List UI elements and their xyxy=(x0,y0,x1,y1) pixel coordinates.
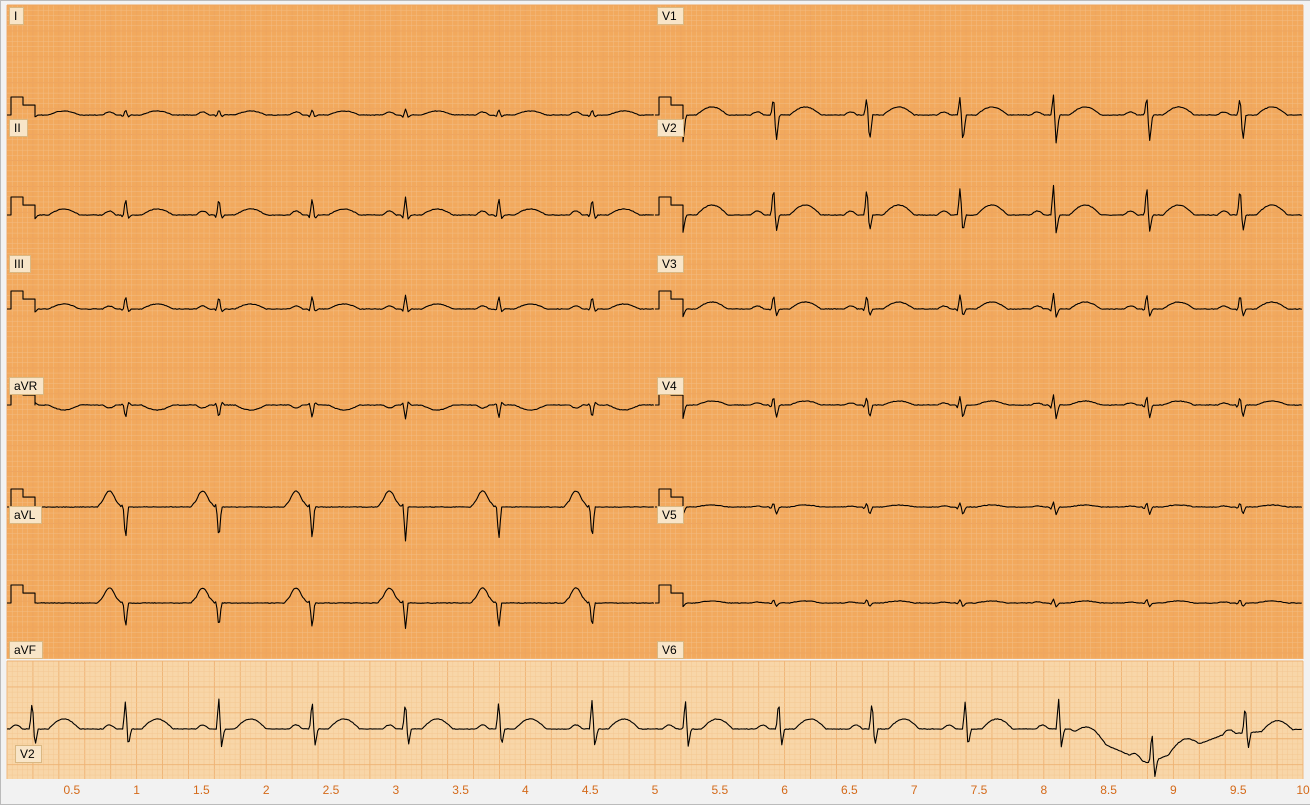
x-tick: 9 xyxy=(1170,783,1177,797)
x-tick: 1 xyxy=(133,783,140,797)
x-tick: 3 xyxy=(392,783,399,797)
lead-label-V6: V6 xyxy=(657,641,684,659)
x-tick: 3.5 xyxy=(452,783,469,797)
x-tick: 7.5 xyxy=(971,783,988,797)
ecg-chart: I V1 II V2 III V3 aVR V4 aVL V5 aVF V6 V2 0.5 1 1.5 2 2.… xyxy=(0,0,1310,805)
x-tick: 8.5 xyxy=(1100,783,1117,797)
x-tick: 0.5 xyxy=(63,783,80,797)
ecg-svg xyxy=(1,1,1310,804)
x-tick: 4.5 xyxy=(582,783,599,797)
x-tick: 7 xyxy=(911,783,918,797)
x-tick: 10 xyxy=(1296,783,1309,797)
x-tick: 5 xyxy=(652,783,659,797)
lead-label-I: I xyxy=(9,7,24,25)
x-tick: 2 xyxy=(263,783,270,797)
lead-label-rhythm-V2: V2 xyxy=(15,745,42,763)
lead-label-V3: V3 xyxy=(657,255,684,273)
lead-label-aVL: aVL xyxy=(9,506,42,524)
x-tick: 8 xyxy=(1040,783,1047,797)
lead-label-aVF: aVF xyxy=(9,641,43,659)
lead-label-III: III xyxy=(9,255,31,273)
x-tick: 9.5 xyxy=(1230,783,1247,797)
lead-label-V5: V5 xyxy=(657,506,684,524)
x-tick: 4 xyxy=(522,783,529,797)
x-tick: 2.5 xyxy=(323,783,340,797)
lead-label-V4: V4 xyxy=(657,377,684,395)
x-tick: 6.5 xyxy=(841,783,858,797)
lead-label-V1: V1 xyxy=(657,7,684,25)
lead-label-V2: V2 xyxy=(657,119,684,137)
x-tick: 5.5 xyxy=(711,783,728,797)
lead-label-II: II xyxy=(9,119,28,137)
x-tick: 6 xyxy=(781,783,788,797)
x-tick: 1.5 xyxy=(193,783,210,797)
lead-label-aVR: aVR xyxy=(9,377,44,395)
